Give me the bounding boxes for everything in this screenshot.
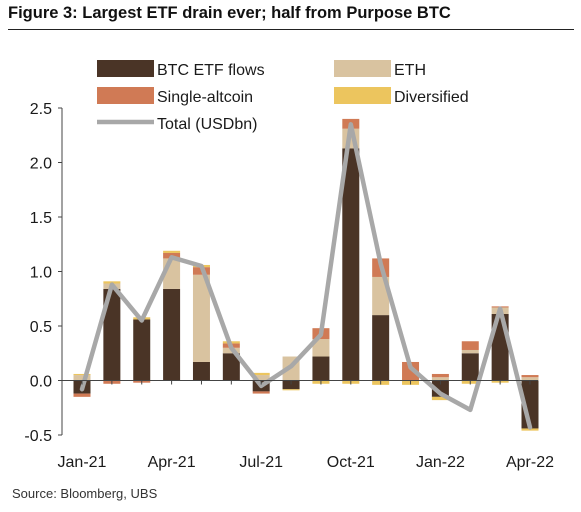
title-divider [8, 29, 574, 30]
legend-swatch-btc-etf-flows [97, 60, 154, 77]
y-tick-label: 2.5 [30, 101, 52, 118]
bar-eth-12 [431, 377, 449, 381]
legend-swatch-single-altcoin [97, 87, 154, 104]
x-tick-label: Jan-22 [416, 454, 465, 471]
bar-single-altcoin-6 [252, 391, 270, 394]
bar-single-altcoin-15 [521, 375, 539, 378]
bar-diversified-3 [163, 250, 181, 253]
y-tick-label: 0.0 [30, 374, 52, 391]
y-tick-label: 0.5 [30, 319, 52, 336]
bar-diversified-12 [431, 396, 449, 401]
bar-diversified-6 [252, 372, 270, 376]
legend-swatch-eth [334, 60, 391, 77]
y-tick-label: -0.5 [24, 428, 52, 445]
bar-btc-etf-flows-8 [312, 356, 330, 381]
y-tick-label: 1.5 [30, 210, 52, 227]
legend: BTC ETF flows ETH Single-altcoin Diversifie… [97, 60, 469, 133]
x-tick-label: Apr-21 [148, 454, 196, 471]
bar-single-altcoin-12 [431, 373, 449, 378]
legend-label-single-altcoin: Single-altcoin [157, 89, 253, 106]
total-line [79, 122, 533, 430]
bar-single-altcoin-0 [73, 393, 91, 397]
bar-eth-4 [192, 274, 210, 362]
bar-diversified-0 [73, 373, 91, 376]
y-axis: -0.5 0.0 0.5 1.0 1.5 2.0 2.5 [24, 101, 63, 445]
bar-btc-etf-flows-5 [222, 353, 240, 381]
bar-diversified-7 [282, 389, 300, 391]
bar-eth-13 [461, 349, 479, 354]
bars [73, 118, 539, 431]
legend-label-total-usdbn: Total (USDbn) [157, 116, 257, 133]
bar-eth-0 [73, 375, 91, 381]
bar-btc-etf-flows-2 [133, 319, 151, 381]
legend-swatch-diversified [334, 87, 391, 104]
bar-btc-etf-flows-13 [461, 353, 479, 381]
bar-eth-6 [252, 375, 270, 381]
source-note: Source: Bloomberg, UBS [12, 486, 158, 501]
bar-btc-etf-flows-9 [342, 148, 360, 381]
y-tick-label: 1.0 [30, 265, 52, 282]
bar-btc-etf-flows-7 [282, 380, 300, 390]
bar-btc-etf-flows-1 [103, 288, 121, 381]
chart-title: Figure 3: Largest ETF drain ever; half f… [8, 4, 451, 22]
x-axis: Jan-21 Apr-21 Jul-21 Oct-21 Jan-22 Apr-22 [58, 380, 554, 471]
bar-btc-etf-flows-10 [372, 315, 390, 381]
x-tick-label: Jul-21 [239, 454, 283, 471]
bar-btc-etf-flows-4 [192, 361, 210, 381]
x-tick-label: Oct-21 [327, 454, 375, 471]
y-tick-label: 2.0 [30, 156, 52, 173]
bar-btc-etf-flows-3 [163, 288, 181, 381]
legend-label-eth: ETH [394, 62, 426, 79]
x-tick-label: Jan-21 [58, 454, 107, 471]
total-line-layer [79, 122, 533, 430]
x-tick-label: Apr-22 [506, 454, 554, 471]
bar-single-altcoin-11 [402, 361, 420, 381]
legend-label-diversified: Diversified [394, 89, 469, 106]
bar-eth-8 [312, 339, 330, 357]
bar-single-altcoin-13 [461, 341, 479, 350]
bar-eth-15 [521, 377, 539, 381]
legend-label-btc-etf-flows: BTC ETF flows [157, 62, 265, 79]
